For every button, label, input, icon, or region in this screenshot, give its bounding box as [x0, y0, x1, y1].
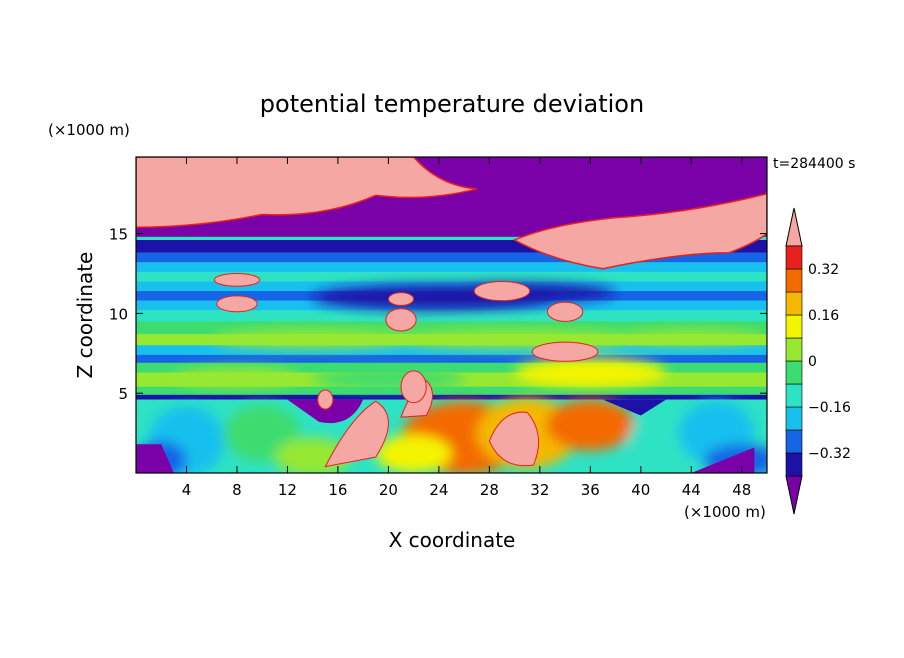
cold-pool-1	[287, 399, 364, 424]
band-14	[136, 386, 767, 395]
x-tick-label-5: 24	[429, 481, 448, 499]
colorbar-segment-9	[785, 245, 803, 270]
warm-patch-7	[400, 370, 427, 404]
band-10	[136, 345, 767, 355]
x-axis-unit: (×1000 m)	[684, 503, 766, 521]
band-11	[136, 354, 767, 363]
colorbar-tick-label-1: −0.16	[808, 400, 851, 416]
x-tick-label-7: 32	[530, 481, 549, 499]
contour-field	[136, 157, 767, 473]
upper-warm-left	[136, 157, 477, 228]
colorbar-segment-1	[785, 429, 803, 454]
warm-patch-8	[317, 389, 334, 410]
band-15	[136, 394, 767, 400]
warm-patch-2	[387, 292, 415, 306]
y-tick-label-0: 5	[118, 385, 128, 403]
warm-plume-0	[324, 400, 389, 468]
warm-patch-0	[213, 273, 261, 287]
blob-4	[388, 329, 641, 349]
warm-patch-5	[546, 301, 584, 322]
x-tick-label-11: 48	[732, 481, 751, 499]
colorbar: −0.32 −0.16 0 0.16 0.32	[785, 207, 851, 515]
colorbar-segment-0	[785, 452, 803, 477]
x-tick-label-8: 36	[581, 481, 600, 499]
blob-3	[211, 329, 414, 349]
x-tick-label-0: 4	[182, 481, 192, 499]
plot-frame	[135, 156, 768, 474]
colorbar-segment-2	[785, 406, 803, 431]
band-2	[136, 262, 767, 272]
y-tick-label-1: 10	[109, 305, 128, 323]
cold-pool-4	[602, 399, 667, 416]
warm-patch-6	[531, 341, 599, 362]
cold-pool-3	[691, 447, 755, 473]
blob-6	[173, 367, 301, 387]
x-axis-ticks: 4 8 12 16 20 24 28 32 36 40 44 48	[182, 157, 751, 499]
y-axis-ticks: 5 10 15	[109, 226, 767, 403]
x-tick-label-6: 28	[480, 481, 499, 499]
colorbar-segment-8	[785, 268, 803, 293]
x-tick-label-2: 12	[278, 481, 297, 499]
band-7	[136, 310, 767, 322]
colorbar-tick-label-0: −0.32	[808, 446, 851, 462]
y-axis-label: Z coordinate	[73, 252, 97, 379]
colorbar-under-triangle	[785, 475, 803, 515]
x-axis-label: X coordinate	[389, 528, 516, 552]
colorbar-segment-4	[785, 360, 803, 385]
upper-warm-right	[512, 192, 767, 270]
band-3	[136, 271, 767, 282]
band-1	[136, 252, 767, 263]
colorbar-tick-label-3: 0.16	[808, 308, 839, 324]
band-12	[136, 362, 767, 373]
y-axis-unit: (×1000 m)	[48, 121, 130, 139]
warm-patch-3	[473, 280, 531, 302]
colorbar-tick-label-2: 0	[808, 354, 817, 370]
colorbar-segment-5	[785, 337, 803, 362]
blob-5	[615, 329, 767, 346]
x-tick-label-1: 8	[232, 481, 242, 499]
warm-patch-4	[385, 308, 417, 332]
bl-blob-8	[375, 434, 452, 473]
x-tick-label-10: 44	[682, 481, 701, 499]
x-tick-label-4: 20	[379, 481, 398, 499]
colorbar-over-triangle	[785, 207, 803, 247]
warm-patch-1	[216, 295, 258, 313]
colorbar-segment-3	[785, 383, 803, 408]
colorbar-tick-label-4: 0.32	[808, 262, 839, 278]
blob-2	[514, 358, 667, 387]
bl-blob-5	[546, 399, 635, 451]
warm-plume-1	[488, 411, 540, 467]
colorbar-segment-7	[785, 291, 803, 316]
colorbar-segment-6	[785, 314, 803, 339]
time-label: t=284400 s	[773, 156, 855, 172]
cold-pool-2	[136, 444, 174, 473]
chart-title: potential temperature deviation	[260, 90, 644, 118]
x-tick-label-3: 16	[328, 481, 347, 499]
blob-7	[312, 369, 465, 389]
x-tick-label-9: 40	[631, 481, 650, 499]
y-tick-label-2: 15	[109, 226, 128, 244]
